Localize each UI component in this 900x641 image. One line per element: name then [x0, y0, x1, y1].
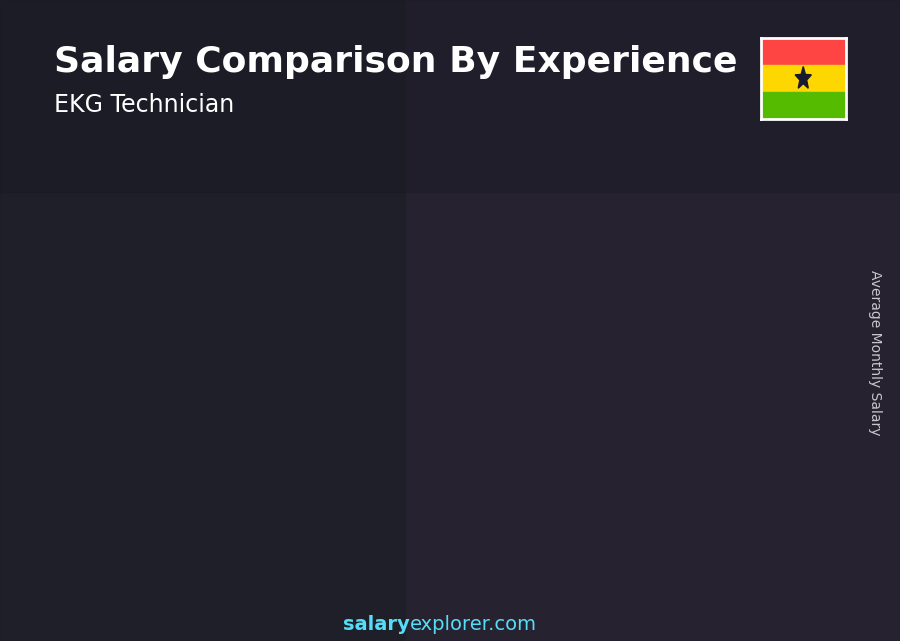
Text: +nan%: +nan%: [384, 251, 477, 275]
Text: explorer.com: explorer.com: [410, 615, 536, 635]
Bar: [791, 209, 796, 558]
Bar: [666, 265, 670, 558]
Bar: [289, 415, 293, 558]
Text: 0 GHS: 0 GHS: [487, 289, 539, 307]
Bar: [733, 209, 796, 558]
Bar: [356, 359, 418, 364]
Text: +nan%: +nan%: [258, 297, 351, 320]
Bar: [356, 359, 418, 558]
Bar: [760, 38, 846, 65]
Bar: [608, 265, 670, 271]
Text: 0 GHS: 0 GHS: [613, 240, 664, 258]
Bar: [0, 0, 405, 641]
Bar: [104, 456, 167, 558]
Bar: [482, 314, 544, 319]
Text: Salary Comparison By Experience: Salary Comparison By Experience: [54, 45, 737, 79]
Text: 0 GHS: 0 GHS: [110, 432, 161, 450]
Text: +nan%: +nan%: [635, 145, 728, 169]
Bar: [760, 65, 846, 92]
Text: +nan%: +nan%: [509, 201, 603, 226]
Bar: [104, 456, 167, 462]
Bar: [608, 265, 670, 558]
Bar: [540, 314, 544, 558]
Bar: [482, 314, 544, 558]
Text: 0 GHS: 0 GHS: [739, 185, 790, 203]
Bar: [230, 415, 292, 420]
Bar: [760, 92, 846, 119]
Bar: [230, 415, 292, 558]
Bar: [414, 359, 418, 558]
Bar: [0, 0, 900, 192]
Text: salary: salary: [343, 615, 410, 635]
Text: 0 GHS: 0 GHS: [361, 334, 413, 353]
Text: 0 GHS: 0 GHS: [236, 390, 287, 408]
Text: +nan%: +nan%: [132, 354, 226, 378]
Bar: [733, 209, 796, 214]
Text: Average Monthly Salary: Average Monthly Salary: [868, 270, 882, 435]
Polygon shape: [795, 67, 812, 88]
Bar: [163, 456, 167, 558]
Text: EKG Technician: EKG Technician: [54, 93, 234, 117]
Bar: [405, 0, 900, 641]
